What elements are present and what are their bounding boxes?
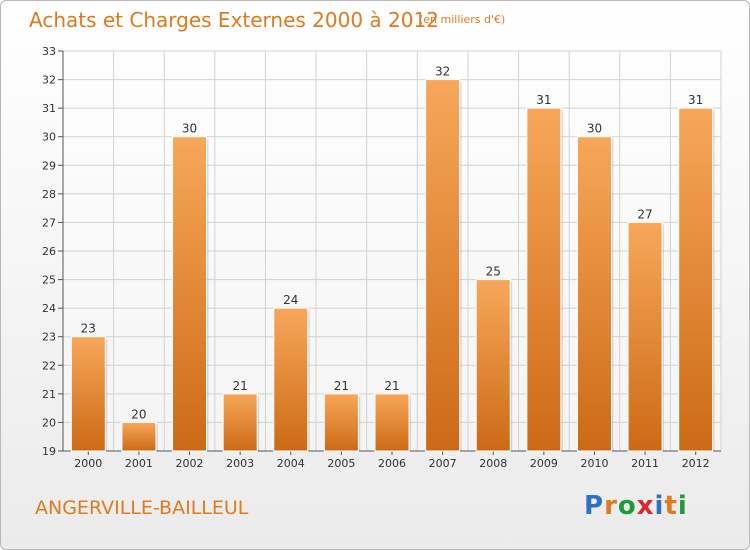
- data-label: 24: [283, 293, 298, 307]
- logo-letter: P: [584, 491, 605, 521]
- y-tick-label: 31: [42, 102, 56, 115]
- x-tick-label: 2002: [176, 457, 204, 470]
- x-tick-label: 2008: [479, 457, 507, 470]
- y-tick-label: 26: [42, 245, 56, 258]
- chart-title: Achats et Charges Externes 2000 à 2012: [29, 8, 439, 32]
- y-tick-label: 24: [42, 302, 56, 315]
- y-tick-label: 23: [42, 331, 56, 344]
- bar: [526, 107, 562, 452]
- bar: [627, 221, 663, 452]
- y-tick-label: 19: [42, 445, 56, 458]
- bar: [374, 393, 410, 452]
- bar: [678, 107, 714, 452]
- data-label: 31: [688, 93, 703, 107]
- x-tick-label: 2000: [74, 457, 102, 470]
- bars: [70, 79, 715, 452]
- data-label: 23: [81, 322, 96, 336]
- data-label: 21: [334, 379, 349, 393]
- y-tick-label: 22: [42, 359, 56, 372]
- bar: [323, 393, 359, 452]
- x-tick-label: 2007: [429, 457, 457, 470]
- data-label: 32: [435, 65, 450, 79]
- bar: [70, 336, 106, 452]
- bar: [273, 307, 309, 452]
- y-tick-label: 27: [42, 216, 56, 229]
- y-tick-label: 21: [42, 388, 56, 401]
- y-tick-label: 33: [42, 45, 56, 58]
- x-tick-label: 2011: [631, 457, 659, 470]
- bar: [172, 136, 208, 452]
- proxiti-logo: Proxiti: [584, 491, 688, 521]
- x-tick-label: 2003: [226, 457, 254, 470]
- x-tick-label: 2004: [277, 457, 305, 470]
- labels: 23 20 30 21 24 21 21 32 25 31 30 27 31: [81, 65, 704, 422]
- data-label: 27: [637, 207, 652, 221]
- bar: [475, 279, 511, 452]
- x-tick-label: 2010: [580, 457, 608, 470]
- logo-letter: x: [636, 491, 655, 521]
- x-tick-label: 2006: [378, 457, 406, 470]
- logo-letter: r: [604, 491, 618, 521]
- y-tick-label: 30: [42, 131, 56, 144]
- chart-subtitle: (en milliers d'€): [419, 13, 506, 26]
- y-tick-label: 32: [42, 74, 56, 87]
- data-label: 21: [384, 379, 399, 393]
- x-tick-label: 2001: [125, 457, 153, 470]
- bar: [576, 136, 612, 452]
- logo-letter: i: [677, 491, 688, 521]
- y-tick-label: 28: [42, 188, 56, 201]
- logo-letter: t: [664, 491, 678, 521]
- logo-letter: o: [617, 491, 637, 521]
- data-label: 25: [486, 265, 501, 279]
- data-label: 20: [131, 407, 146, 421]
- bar: [222, 393, 258, 452]
- data-label: 30: [182, 122, 197, 136]
- y-tick-label: 29: [42, 159, 56, 172]
- y-tick-label: 25: [42, 274, 56, 287]
- bar: [425, 79, 461, 452]
- data-label: 31: [536, 93, 551, 107]
- y-tick-label: 20: [42, 416, 56, 429]
- x-tick-label: 2009: [530, 457, 558, 470]
- data-label: 30: [587, 122, 602, 136]
- x-tick-label: 2005: [327, 457, 355, 470]
- logo-letter: i: [654, 491, 665, 521]
- bar: [121, 421, 157, 452]
- x-tick-label: 2012: [682, 457, 710, 470]
- city-name: ANGERVILLE-BAILLEUL: [35, 497, 249, 519]
- data-label: 21: [233, 379, 248, 393]
